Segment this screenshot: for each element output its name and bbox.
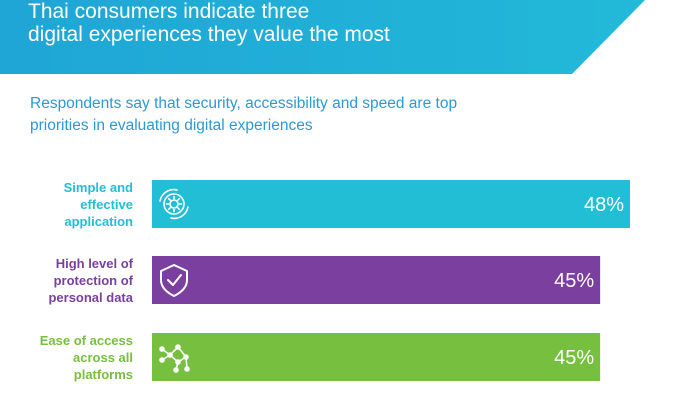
bar-data-protection <box>152 256 601 304</box>
category-label-line: Simple and <box>63 179 133 195</box>
value-label-simple-app: 48% <box>584 194 624 216</box>
page-subtitle-line-2: priorities in evaluating digital experie… <box>30 117 313 134</box>
category-label-simple-app: Simple and effective application <box>20 179 133 230</box>
header-banner <box>0 0 700 78</box>
category-label-line: effective <box>80 196 133 212</box>
page-title: Thai consumers indicate three digital ex… <box>28 0 588 46</box>
value-label-data-protection: 45% <box>554 270 594 292</box>
network-nodes-icon <box>159 344 190 373</box>
category-label-line: personal data <box>48 289 133 305</box>
category-label-data-protection: High level of protection of personal data <box>20 255 133 306</box>
value-label-ease-of-access: 45% <box>554 347 594 369</box>
bar-simple-app <box>152 180 630 228</box>
bar-ease-of-access <box>152 333 601 381</box>
page-title-line-2: digital experiences they value the most <box>28 23 390 46</box>
category-label-line: application <box>64 213 133 229</box>
category-label-line: Ease of access <box>39 332 133 348</box>
header-banner-shape <box>0 0 645 74</box>
shield-check-icon <box>160 264 188 297</box>
page-subtitle-line-1: Respondents say that security, accessibi… <box>30 95 458 112</box>
category-label-line: across all <box>73 349 133 365</box>
category-label-line: platforms <box>73 366 133 382</box>
category-label-ease-of-access: Ease of access across all platforms <box>20 332 133 383</box>
page-title-line-1: Thai consumers indicate three <box>28 0 310 23</box>
category-label-line: High level of <box>55 255 133 271</box>
page-subtitle: Respondents say that security, accessibi… <box>30 93 590 137</box>
gear-cycle-icon <box>159 188 189 220</box>
category-label-line: protection of <box>53 272 133 288</box>
